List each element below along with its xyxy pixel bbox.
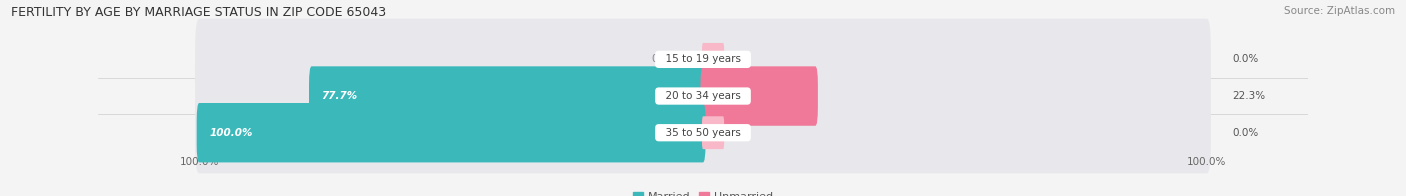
Text: 77.7%: 77.7%: [322, 91, 357, 101]
FancyBboxPatch shape: [195, 19, 1211, 100]
FancyBboxPatch shape: [197, 103, 706, 162]
FancyBboxPatch shape: [702, 43, 724, 76]
FancyBboxPatch shape: [702, 116, 724, 149]
Text: 0.0%: 0.0%: [1232, 128, 1258, 138]
Legend: Married, Unmarried: Married, Unmarried: [628, 188, 778, 196]
FancyBboxPatch shape: [309, 66, 706, 126]
Text: FERTILITY BY AGE BY MARRIAGE STATUS IN ZIP CODE 65043: FERTILITY BY AGE BY MARRIAGE STATUS IN Z…: [11, 6, 387, 19]
Text: 35 to 50 years: 35 to 50 years: [659, 128, 747, 138]
FancyBboxPatch shape: [195, 55, 1211, 137]
Text: 100.0%: 100.0%: [209, 128, 253, 138]
Text: 15 to 19 years: 15 to 19 years: [659, 54, 747, 64]
Text: 0.0%: 0.0%: [1232, 54, 1258, 64]
FancyBboxPatch shape: [700, 66, 818, 126]
Text: 0.0%: 0.0%: [651, 54, 678, 64]
Text: Source: ZipAtlas.com: Source: ZipAtlas.com: [1284, 6, 1395, 16]
Text: 22.3%: 22.3%: [1232, 91, 1265, 101]
FancyBboxPatch shape: [195, 92, 1211, 173]
Text: 20 to 34 years: 20 to 34 years: [659, 91, 747, 101]
